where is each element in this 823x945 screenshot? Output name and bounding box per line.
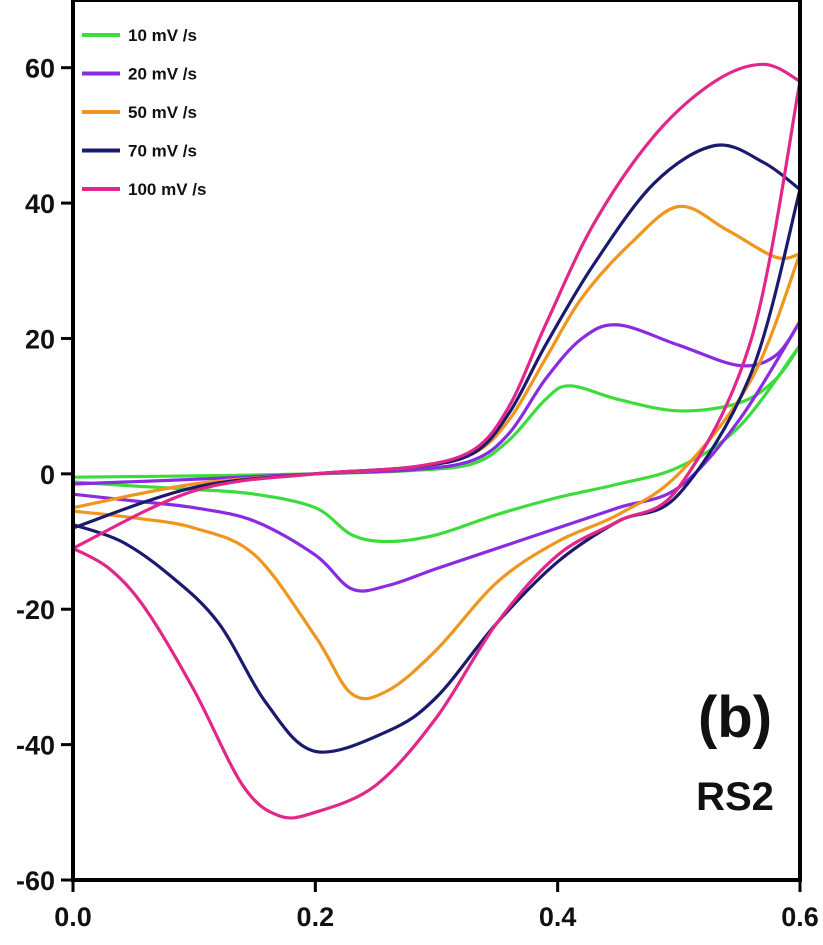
series-0-reverse-scan bbox=[71, 343, 802, 544]
y-tick-label: 0 bbox=[40, 460, 55, 490]
legend: 10 mV /s 20 mV /s 50 mV /s 70 mV /s 100 mV /… bbox=[82, 26, 206, 199]
y-tick-label: -20 bbox=[16, 595, 55, 625]
y-tick-label: -60 bbox=[16, 866, 55, 896]
series-4-reverse-scan bbox=[71, 79, 802, 820]
series-4-forward-scan bbox=[71, 62, 802, 550]
y-tick-label: 20 bbox=[25, 324, 55, 354]
x-tick-label: 0.2 bbox=[297, 902, 335, 932]
y-tick-label: -40 bbox=[16, 731, 55, 761]
panel-label: (b) bbox=[698, 685, 772, 750]
series-3-reverse-scan bbox=[71, 187, 802, 754]
legend-label: 100 mV /s bbox=[128, 180, 206, 199]
sample-label: RS2 bbox=[696, 775, 774, 819]
legend-label: 10 mV /s bbox=[128, 26, 197, 45]
legend-item: 10 mV /s bbox=[82, 26, 197, 45]
legend-item: 70 mV /s bbox=[82, 142, 197, 161]
y-tick-label: 40 bbox=[25, 189, 55, 219]
legend-item: 100 mV /s bbox=[82, 180, 206, 199]
series-2-reverse-scan bbox=[71, 252, 802, 701]
series-layer bbox=[71, 62, 802, 820]
legend-label: 20 mV /s bbox=[128, 65, 197, 84]
x-tick-label: 0.4 bbox=[539, 902, 577, 932]
series-4 bbox=[71, 62, 802, 820]
plot-frame bbox=[71, 0, 802, 882]
legend-label: 50 mV /s bbox=[128, 103, 197, 122]
x-tick-label: 0.0 bbox=[54, 902, 92, 932]
y-axis: -60 -40 -20 0 20 40 60 bbox=[16, 54, 73, 896]
legend-label: 70 mV /s bbox=[128, 142, 197, 161]
x-tick-label: 0.6 bbox=[781, 902, 819, 932]
series-1-reverse-scan bbox=[71, 319, 802, 593]
x-axis: 0.0 0.2 0.4 0.6 bbox=[54, 880, 819, 932]
legend-item: 50 mV /s bbox=[82, 103, 197, 122]
y-tick-label: 60 bbox=[25, 54, 55, 84]
legend-item: 20 mV /s bbox=[82, 65, 197, 84]
